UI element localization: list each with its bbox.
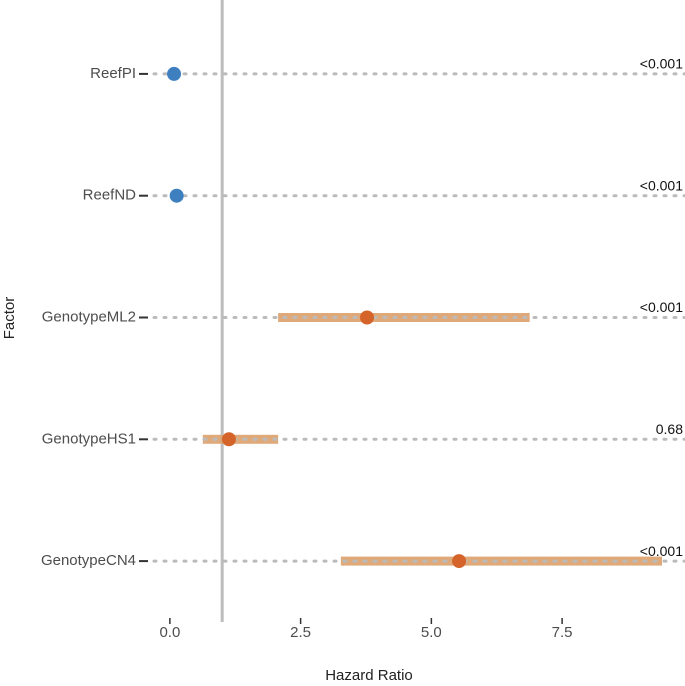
point-estimate bbox=[169, 188, 184, 203]
x-tick-label: 5.0 bbox=[421, 624, 442, 641]
point-estimate bbox=[167, 66, 182, 81]
y-tick-label: GenotypeML2 bbox=[42, 308, 136, 325]
p-value-label: <0.001 bbox=[640, 299, 683, 315]
x-axis-title: Hazard Ratio bbox=[325, 667, 413, 684]
p-value-label: <0.001 bbox=[640, 543, 683, 559]
p-value-label: <0.001 bbox=[640, 177, 683, 193]
x-tick-label: 0.0 bbox=[159, 624, 180, 641]
y-tick-label: GenotypeCN4 bbox=[41, 552, 136, 569]
x-tick-label: 2.5 bbox=[290, 624, 311, 641]
y-axis-title: Factor bbox=[1, 297, 18, 340]
p-value-label: 0.68 bbox=[656, 421, 683, 437]
point-estimate bbox=[221, 432, 236, 447]
point-estimate bbox=[452, 554, 467, 569]
confidence-interval bbox=[340, 556, 662, 566]
y-tick-label: ReefPI bbox=[90, 65, 136, 82]
confidence-interval bbox=[202, 434, 279, 444]
y-tick-label: GenotypeHS1 bbox=[42, 430, 136, 447]
x-tick-label: 7.5 bbox=[552, 624, 573, 641]
point-estimate bbox=[360, 310, 375, 325]
y-tick-label: ReefND bbox=[83, 187, 137, 204]
p-value-label: <0.001 bbox=[640, 56, 683, 72]
